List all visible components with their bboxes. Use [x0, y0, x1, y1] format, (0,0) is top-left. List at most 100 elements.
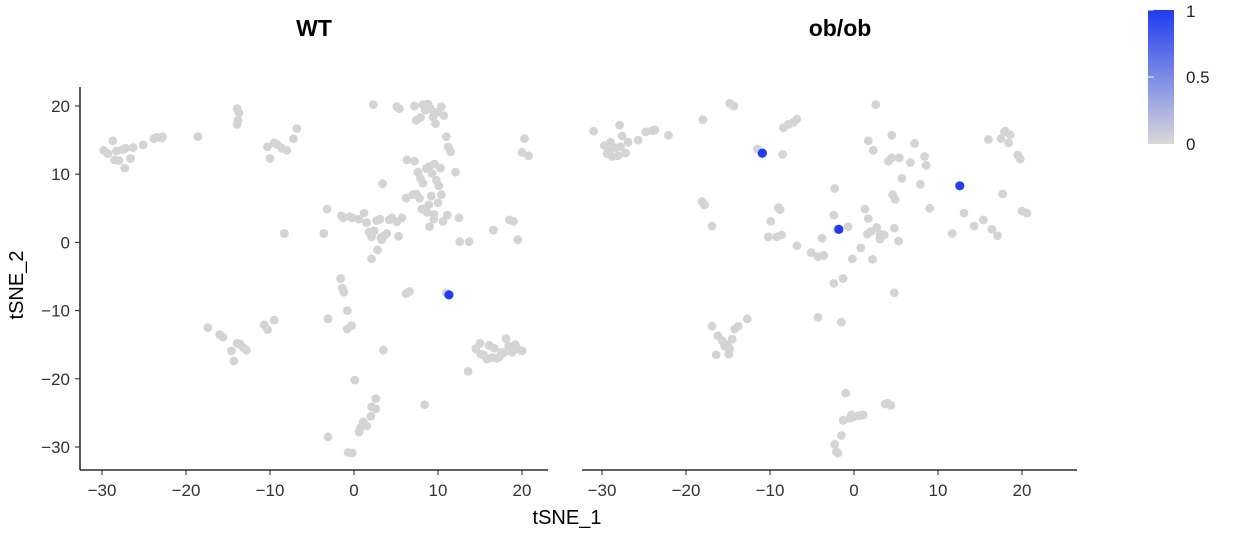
data-point	[730, 324, 740, 334]
data-point	[920, 152, 929, 161]
data-point	[729, 101, 739, 111]
data-point	[464, 237, 474, 247]
data-point	[792, 114, 802, 124]
data-point	[454, 213, 464, 223]
data-point	[229, 356, 239, 366]
data-point	[367, 254, 376, 264]
data-point	[114, 156, 124, 166]
data-point	[910, 139, 919, 148]
y-tick-label: −30	[41, 438, 70, 457]
data-point	[832, 447, 841, 457]
data-point	[875, 234, 885, 244]
data-point	[376, 233, 386, 243]
data-point	[420, 400, 429, 410]
data-point	[1022, 208, 1032, 218]
data-point	[979, 215, 988, 225]
data-point	[889, 223, 899, 233]
data-point	[841, 388, 850, 398]
y-tick-label: −20	[41, 370, 70, 389]
data-point	[509, 216, 518, 226]
data-point	[489, 225, 498, 235]
data-point	[263, 142, 272, 152]
data-point	[616, 142, 625, 152]
data-point	[887, 130, 897, 140]
data-point	[410, 156, 419, 166]
data-point	[446, 147, 455, 157]
data-point	[959, 208, 969, 218]
data-point	[455, 237, 465, 247]
data-point	[707, 221, 717, 231]
y-tick-label: 10	[51, 165, 70, 184]
x-tick-label: 0	[349, 481, 358, 500]
x-tick-label: −20	[672, 481, 701, 500]
data-point	[813, 313, 823, 322]
data-point	[434, 181, 444, 191]
data-point	[615, 120, 624, 130]
data-point	[617, 131, 627, 141]
data-point	[886, 401, 896, 410]
data-point	[362, 218, 371, 228]
data-point	[426, 191, 436, 201]
data-point	[336, 274, 345, 283]
x-tick-label: −30	[588, 481, 617, 500]
data-point	[895, 153, 904, 163]
data-point	[889, 288, 899, 298]
data-point	[501, 334, 511, 343]
data-point	[633, 135, 643, 145]
data-point	[984, 135, 993, 144]
data-point	[138, 140, 148, 150]
data-point	[872, 223, 882, 232]
x-tick-label: 0	[849, 481, 858, 500]
data-point	[524, 151, 534, 161]
data-point	[442, 210, 452, 220]
panel-title-wt: WT	[296, 15, 332, 41]
data-point	[269, 315, 279, 325]
data-point	[817, 233, 827, 243]
data-point	[437, 190, 446, 200]
data-point	[343, 448, 353, 457]
data-point	[425, 222, 434, 232]
data-point	[451, 167, 460, 177]
data-point	[405, 287, 414, 296]
data-point	[415, 193, 424, 203]
data-point	[1004, 138, 1013, 148]
data-point	[410, 101, 419, 111]
data-point	[427, 169, 437, 178]
highlighted-data-point	[444, 290, 454, 300]
data-point	[120, 163, 130, 173]
data-point	[858, 410, 868, 420]
data-point	[395, 104, 404, 114]
data-point	[921, 160, 931, 170]
data-point	[664, 130, 673, 140]
data-point	[354, 214, 364, 224]
data-point	[623, 137, 633, 147]
data-point	[766, 216, 776, 226]
data-point	[863, 214, 873, 223]
highlighted-data-point	[757, 148, 768, 158]
data-point	[843, 222, 853, 232]
data-point	[819, 251, 829, 260]
data-point	[884, 156, 893, 166]
data-point	[838, 274, 848, 283]
x-tick-label: −30	[88, 481, 117, 500]
data-point	[778, 150, 787, 159]
data-point	[232, 120, 242, 129]
data-point	[520, 134, 529, 144]
data-point	[700, 200, 709, 210]
data-point	[128, 143, 138, 153]
data-point	[829, 278, 839, 288]
data-point	[126, 154, 135, 163]
data-point	[437, 102, 446, 112]
data-point	[727, 334, 737, 344]
data-point	[378, 179, 387, 189]
data-point	[394, 231, 403, 241]
data-point	[431, 119, 440, 129]
data-point	[621, 148, 630, 158]
data-point	[438, 216, 448, 226]
data-point	[379, 345, 388, 355]
data-point	[847, 254, 857, 264]
x-tick-label: 20	[1013, 481, 1032, 500]
data-point	[350, 375, 360, 385]
data-point	[998, 189, 1008, 199]
x-axis-title: tSNE_1	[533, 507, 602, 529]
